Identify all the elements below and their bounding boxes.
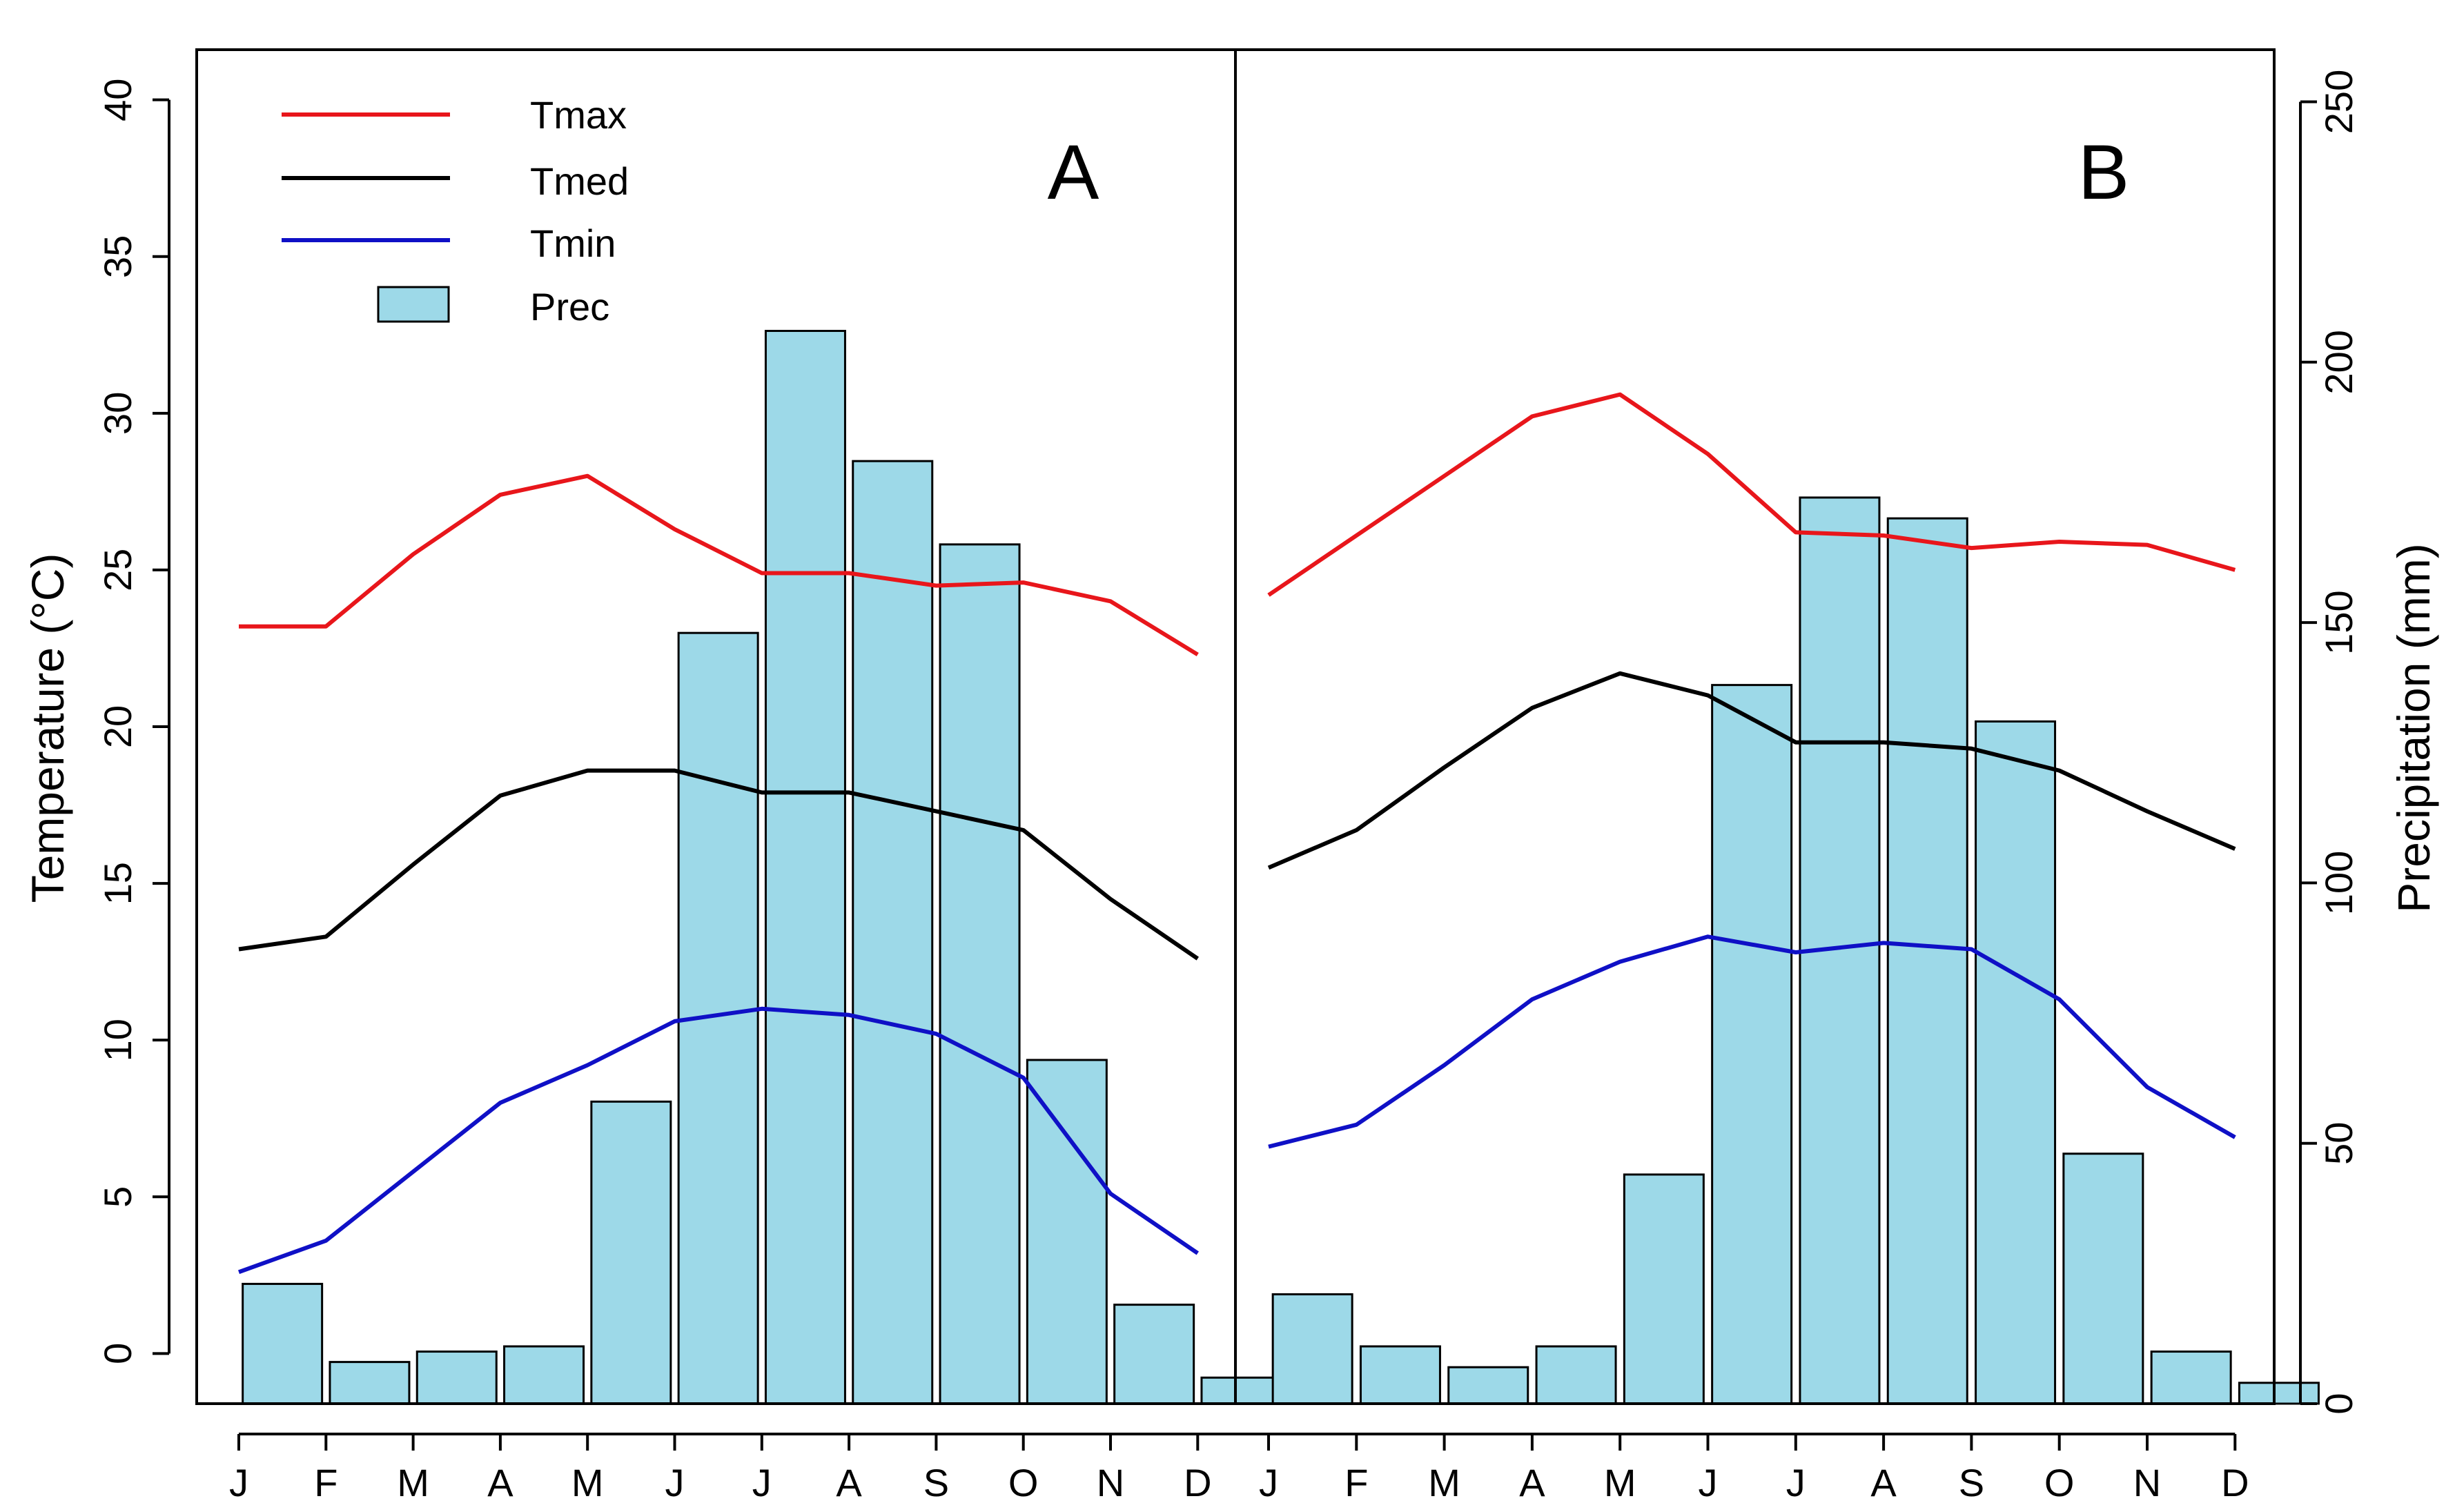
prec-bar-b-3 (1447, 1366, 1529, 1405)
month-label-a-9: S (923, 1461, 949, 1504)
right-axis: 0 50 100 150 200 250 (2299, 70, 2360, 1415)
prec-bar-a-4 (503, 1345, 585, 1405)
y-axis-title-right: Precipitation (mm) (2388, 543, 2439, 912)
prec-bar-a-12 (1200, 1376, 1282, 1405)
left-tick-label: 15 (96, 862, 139, 905)
month-label-b-5: M (1604, 1461, 1636, 1504)
month-label-a-5: M (571, 1461, 604, 1504)
panel-label-a: A (1048, 129, 1099, 215)
prec-bar-a-3 (415, 1351, 498, 1405)
month-label-a-4: A (487, 1461, 514, 1504)
prec-bar-b-11 (2150, 1351, 2232, 1405)
prec-bar-a-10 (1026, 1059, 1108, 1405)
prec-bar-b-4 (1535, 1345, 1617, 1405)
left-tick-label: 30 (96, 392, 139, 435)
month-label-a-3: M (397, 1461, 429, 1504)
month-label-b-8: A (1870, 1461, 1897, 1504)
prec-bar-b-2 (1359, 1345, 1441, 1405)
month-label-a-1: J (229, 1461, 248, 1504)
prec-bar-a-5 (590, 1100, 672, 1405)
right-tick-label: 150 (2317, 590, 2360, 654)
legend-label-prec: Prec (530, 285, 609, 328)
left-tick-label: 0 (96, 1343, 139, 1364)
left-tick-label: 10 (96, 1019, 139, 1061)
prec-bar-b-9 (1975, 720, 2057, 1405)
month-label-b-4: A (1519, 1461, 1545, 1504)
bars-layer (242, 329, 2320, 1405)
legend-label-tmax: Tmax (530, 93, 627, 137)
legend-label-tmed: Tmed (530, 159, 629, 203)
right-tick-label: 200 (2317, 330, 2360, 394)
tmin-line-a (237, 1006, 1199, 1275)
tmin-line-b (1268, 934, 2236, 1149)
prec-bar-a-9 (939, 543, 1021, 1405)
month-label-b-11: N (2133, 1461, 2161, 1504)
left-axis: 0 5 10 15 20 25 30 35 40 (96, 79, 170, 1364)
tmax-line-b (1267, 392, 2236, 597)
prec-bar-a-7 (764, 329, 846, 1405)
tmed-line-a (238, 768, 1199, 961)
month-label-a-2: F (314, 1461, 338, 1504)
left-tick-label: 5 (96, 1186, 139, 1208)
panel-label-b: B (2078, 129, 2130, 215)
legend: Tmax Tmed Tmin Prec (282, 93, 629, 328)
month-label-b-10: O (2044, 1461, 2075, 1504)
month-label-b-9: S (1959, 1461, 1984, 1504)
left-tick-label: 20 (96, 705, 139, 748)
left-tick-label: 40 (96, 79, 139, 121)
month-label-b-7: J (1786, 1461, 1806, 1504)
prec-bar-a-8 (852, 460, 934, 1405)
tmax-line-a (239, 473, 1199, 657)
prec-bar-b-5 (1623, 1173, 1705, 1405)
month-label-b-1: J (1259, 1461, 1278, 1504)
prec-bar-a-11 (1113, 1304, 1195, 1405)
prec-bar-a-2 (329, 1361, 411, 1405)
prec-bar-b-6 (1711, 684, 1793, 1405)
month-label-a-8: A (836, 1461, 862, 1504)
month-label-a-10: O (1008, 1461, 1039, 1504)
right-tick-label: 100 (2317, 851, 2360, 915)
prec-bar-a-1 (242, 1282, 324, 1405)
month-label-a-7: J (752, 1461, 772, 1504)
month-label-b-6: J (1699, 1461, 1718, 1504)
left-tick-label: 35 (96, 235, 139, 278)
left-tick-label: 25 (96, 549, 139, 591)
y-axis-title-left: Temperature (°C) (22, 553, 73, 903)
month-label-a-6: J (665, 1461, 685, 1504)
legend-swatch-prec (377, 286, 450, 323)
prec-bar-b-12 (2238, 1382, 2320, 1405)
month-label-b-2: F (1344, 1461, 1368, 1504)
prec-bar-b-10 (2062, 1152, 2144, 1405)
right-tick-label: 50 (2317, 1122, 2360, 1165)
lines-layer (237, 392, 2236, 1275)
prec-bar-b-8 (1886, 517, 1968, 1405)
right-tick-label: 0 (2317, 1393, 2360, 1414)
month-label-b-3: M (1428, 1461, 1460, 1504)
month-label-a-11: N (1097, 1461, 1124, 1504)
prec-bar-b-1 (1271, 1293, 1353, 1405)
month-label-b-12: D (2221, 1461, 2249, 1504)
month-label-a-12: D (1184, 1461, 1211, 1504)
tmed-line-b (1267, 671, 2236, 870)
legend-label-tmin: Tmin (530, 222, 616, 265)
right-tick-label: 250 (2317, 70, 2360, 134)
